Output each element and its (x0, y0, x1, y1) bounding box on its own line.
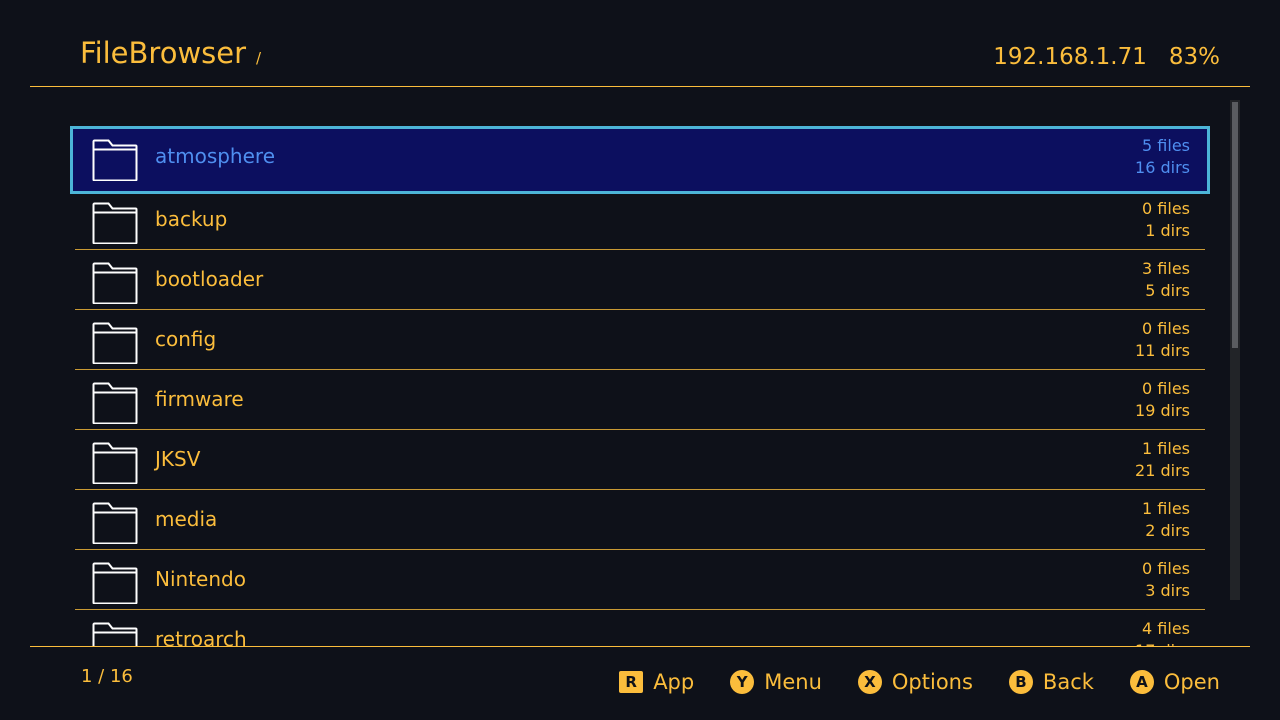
dir-count: 16 dirs (1135, 158, 1190, 177)
item-counts: 0 files 1 dirs (1142, 198, 1190, 242)
item-counts: 3 files 5 dirs (1142, 258, 1190, 302)
hint-label: App (653, 670, 695, 694)
file-count: 4 files (1142, 619, 1190, 638)
dir-count: 11 dirs (1135, 341, 1190, 360)
hint-label: Open (1163, 670, 1220, 694)
list-item[interactable]: retroarch 4 files 17 dirs (75, 610, 1205, 646)
hint-label: Menu (764, 670, 822, 694)
item-name: config (155, 327, 217, 351)
folder-icon (92, 382, 138, 425)
file-count: 1 files (1142, 439, 1190, 458)
file-count: 3 files (1142, 259, 1190, 278)
app-title-text: FileBrowser (80, 36, 247, 70)
hint-options[interactable]: X Options (857, 670, 973, 694)
item-name: backup (155, 207, 228, 231)
button-r-icon: R (619, 671, 644, 693)
button-b-icon: B (1008, 670, 1033, 694)
hint-menu[interactable]: Y Menu (730, 670, 822, 694)
dir-count: 5 dirs (1145, 281, 1190, 300)
item-counts: 5 files 16 dirs (1135, 135, 1190, 179)
button-x-icon: X (857, 670, 882, 694)
ip-address: 192.168.1.71 (993, 44, 1147, 70)
list-item[interactable]: media 1 files 2 dirs (75, 490, 1205, 550)
hint-app[interactable]: R App (619, 670, 694, 694)
item-name: Nintendo (155, 567, 246, 591)
dir-count: 21 dirs (1135, 461, 1190, 480)
item-name: bootloader (155, 267, 264, 291)
button-y-icon: Y (730, 670, 755, 694)
item-counts: 1 files 21 dirs (1135, 438, 1190, 482)
folder-icon (92, 202, 138, 245)
button-a-icon: A (1129, 670, 1154, 694)
hint-open[interactable]: A Open (1129, 670, 1220, 694)
folder-icon (92, 262, 138, 305)
file-count: 0 files (1142, 379, 1190, 398)
file-count: 1 files (1142, 499, 1190, 518)
dir-count: 19 dirs (1135, 401, 1190, 420)
item-name: retroarch (155, 627, 247, 646)
hint-back[interactable]: B Back (1008, 670, 1094, 694)
item-counts: 4 files 17 dirs (1135, 618, 1190, 646)
dir-count: 1 dirs (1145, 221, 1190, 240)
file-count: 0 files (1142, 199, 1190, 218)
list-item[interactable]: bootloader 3 files 5 dirs (75, 250, 1205, 310)
dir-count: 3 dirs (1145, 581, 1190, 600)
item-counts: 0 files 19 dirs (1135, 378, 1190, 422)
item-counts: 0 files 3 dirs (1142, 558, 1190, 602)
list-item[interactable]: atmosphere 5 files 16 dirs (70, 126, 1210, 194)
folder-icon (92, 322, 138, 365)
scrollbar[interactable] (1230, 100, 1240, 600)
dir-count: 2 dirs (1145, 521, 1190, 540)
list-item[interactable]: config 0 files 11 dirs (75, 310, 1205, 370)
folder-icon (92, 139, 138, 182)
list-item[interactable]: JKSV 1 files 21 dirs (75, 430, 1205, 490)
item-name: media (155, 507, 218, 531)
item-name: JKSV (155, 447, 201, 471)
button-hints: R App Y Menu X Options B Back A Open (583, 670, 1220, 694)
status-area: 192.168.1.71 83% (971, 44, 1220, 70)
header-divider (30, 86, 1250, 87)
item-counts: 1 files 2 dirs (1142, 498, 1190, 542)
hint-label: Options (891, 670, 973, 694)
item-name: firmware (155, 387, 244, 411)
battery-level: 83% (1168, 44, 1220, 70)
folder-icon (92, 622, 138, 646)
hint-label: Back (1042, 670, 1094, 694)
file-count: 5 files (1142, 136, 1190, 155)
page-indicator: 1 / 16 (81, 666, 133, 687)
footer-divider (30, 646, 1250, 647)
folder-icon (92, 502, 138, 545)
list-item[interactable]: firmware 0 files 19 dirs (75, 370, 1205, 430)
folder-icon (92, 442, 138, 485)
list-item[interactable]: backup 0 files 1 dirs (75, 190, 1205, 250)
scrollbar-thumb[interactable] (1232, 102, 1238, 348)
app-title: FileBrowser / (80, 36, 261, 70)
file-count: 0 files (1142, 559, 1190, 578)
file-count: 0 files (1142, 319, 1190, 338)
file-list: atmosphere 5 files 16 dirs backup 0 files… (70, 126, 1210, 646)
folder-icon (92, 562, 138, 605)
current-path: / (256, 49, 262, 67)
list-item[interactable]: Nintendo 0 files 3 dirs (75, 550, 1205, 610)
item-name: atmosphere (155, 144, 275, 168)
dir-count: 17 dirs (1135, 640, 1190, 646)
item-counts: 0 files 11 dirs (1135, 318, 1190, 362)
